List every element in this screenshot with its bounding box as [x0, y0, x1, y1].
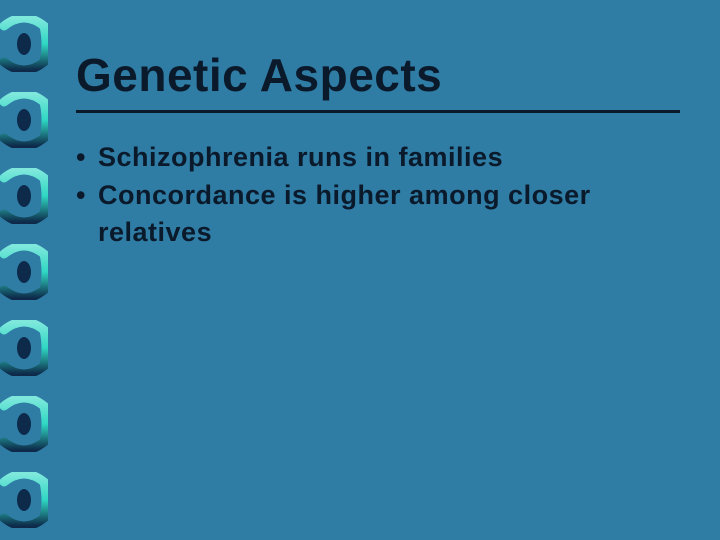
bullet-item: •Schizophrenia runs in families [76, 139, 680, 175]
bullet-text: Schizophrenia runs in families [98, 139, 503, 175]
spiral-ring-icon [0, 168, 48, 229]
bullet-marker: • [76, 177, 98, 250]
bullet-text: Concordance is higher among closer relat… [98, 177, 680, 250]
spiral-ring-icon [0, 472, 48, 533]
slide: Genetic Aspects •Schizophrenia runs in f… [0, 0, 720, 540]
content-area: Genetic Aspects •Schizophrenia runs in f… [48, 0, 720, 540]
spiral-ring-icon [0, 16, 48, 77]
bullet-marker: • [76, 139, 98, 175]
spiral-ring-icon [0, 244, 48, 305]
spiral-ring-icon [0, 320, 48, 381]
title-underline [76, 110, 680, 113]
spiral-ring-icon [0, 92, 48, 153]
bullet-item: •Concordance is higher among closer rela… [76, 177, 680, 250]
spiral-ring-icon [0, 396, 48, 457]
bullet-list: •Schizophrenia runs in families•Concorda… [76, 139, 680, 250]
spiral-binding [0, 0, 48, 540]
slide-title: Genetic Aspects [76, 48, 680, 102]
